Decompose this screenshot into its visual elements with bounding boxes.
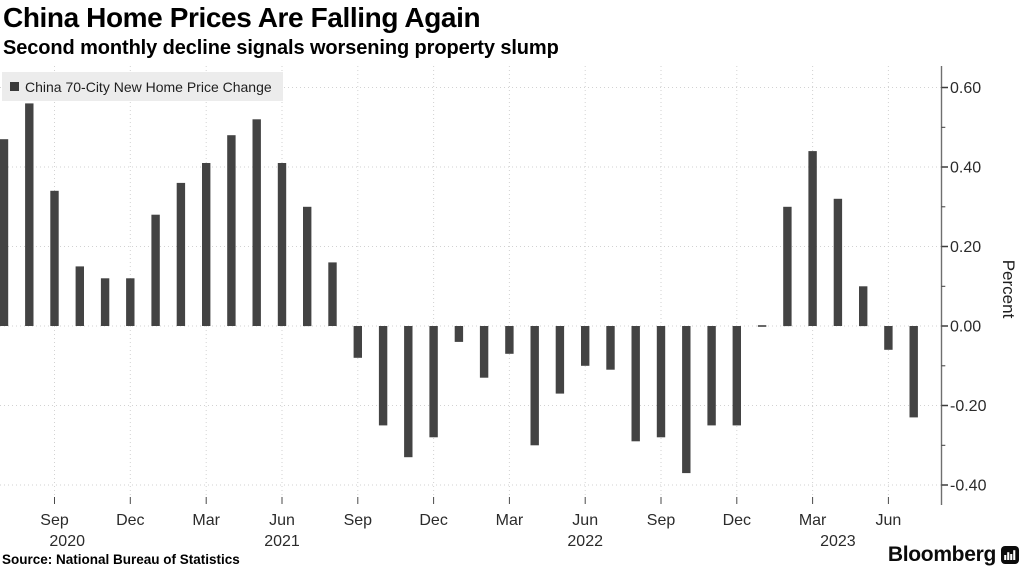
- x-tick-label: Jun: [572, 512, 598, 529]
- bar: [25, 103, 34, 327]
- year-label: 2020: [49, 533, 85, 550]
- bar: [505, 326, 514, 354]
- bar: [909, 326, 918, 418]
- y-tick-label: 0.00: [950, 319, 981, 336]
- year-label: 2021: [264, 533, 300, 550]
- y-axis-title: Percent: [999, 260, 1018, 319]
- x-tick-label: Jun: [269, 512, 295, 529]
- x-tick-label: Mar: [799, 512, 827, 529]
- x-tick-label: Dec: [419, 512, 447, 529]
- bar: [732, 326, 741, 426]
- x-tick-label: Mar: [496, 512, 524, 529]
- bar: [227, 135, 236, 326]
- bar: [454, 326, 464, 342]
- bar: [479, 326, 489, 378]
- bar: [328, 262, 337, 326]
- bar: [252, 119, 261, 326]
- legend-series-label: China 70-City New Home Price Change: [25, 78, 272, 95]
- x-tick-label: Sep: [647, 512, 676, 529]
- bar: [656, 326, 666, 438]
- bar: [378, 326, 388, 426]
- bar: [859, 286, 868, 327]
- bloomberg-chart-icon: [1001, 546, 1019, 564]
- page-title: China Home Prices Are Falling Again: [3, 2, 481, 33]
- bloomberg-brand: Bloomberg: [888, 543, 1019, 567]
- bar: [176, 182, 186, 326]
- bar: [631, 326, 640, 442]
- bar: [808, 151, 817, 326]
- x-tick-label: Jun: [876, 512, 902, 529]
- x-tick-label: Mar: [192, 512, 220, 529]
- x-tick-label: Sep: [40, 512, 69, 529]
- bar: [530, 326, 539, 446]
- y-tick-label: -0.20: [950, 398, 987, 415]
- bar: [757, 325, 767, 327]
- bar: [151, 214, 160, 326]
- bar: [50, 190, 59, 326]
- bar: [202, 163, 211, 326]
- x-tick-label: Dec: [723, 512, 751, 529]
- bar: [353, 326, 362, 358]
- bar: [884, 326, 893, 350]
- year-label: 2023: [820, 533, 856, 550]
- y-tick-label: 0.40: [950, 160, 981, 177]
- bar: [581, 326, 590, 366]
- legend-series-marker-icon: [10, 82, 19, 91]
- bar: [606, 326, 615, 370]
- bar: [555, 326, 565, 394]
- bar: [100, 278, 110, 326]
- bar: [0, 139, 9, 326]
- bar: [75, 266, 84, 326]
- bloomberg-wordmark: Bloomberg: [887, 543, 996, 566]
- y-tick-label: 0.60: [950, 80, 981, 97]
- page-subtitle: Second monthly decline signals worsening…: [3, 37, 559, 59]
- x-tick-label: Dec: [116, 512, 144, 529]
- y-tick-label: -0.40: [950, 478, 987, 495]
- bar: [783, 206, 792, 327]
- bar: [303, 206, 312, 327]
- source-note: Source: National Bureau of Statistics: [2, 552, 240, 567]
- bar: [833, 198, 843, 326]
- bar: [429, 326, 438, 438]
- bar: [277, 163, 287, 326]
- y-tick-label: 0.20: [950, 239, 981, 256]
- x-tick-label: Sep: [344, 512, 373, 529]
- bar: [404, 326, 413, 458]
- bar: [682, 326, 691, 474]
- bar: [707, 326, 716, 426]
- bar: [126, 278, 135, 326]
- year-label: 2022: [567, 533, 603, 550]
- legend: China 70-City New Home Price Change: [2, 72, 283, 101]
